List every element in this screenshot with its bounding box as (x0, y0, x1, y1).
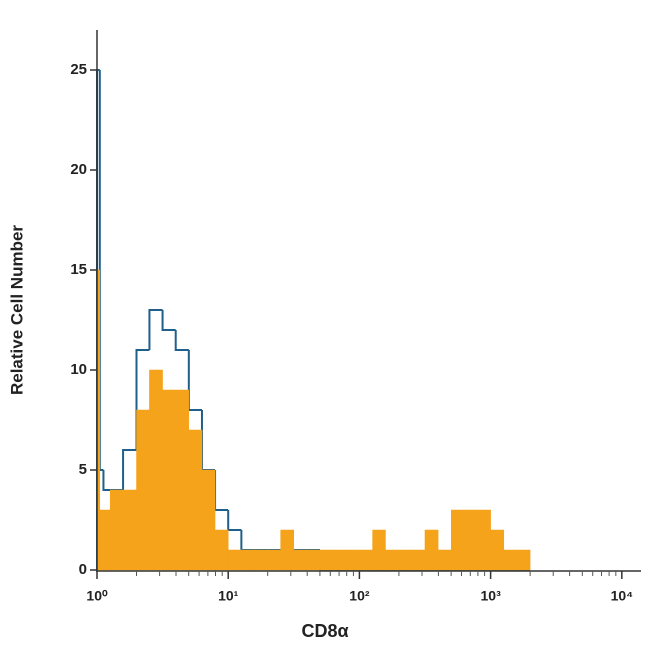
histogram-bar (201, 469, 216, 571)
histogram-bar (122, 489, 137, 571)
histogram-step (240, 530, 255, 551)
histogram-step (161, 310, 176, 331)
histogram-step (214, 470, 229, 511)
histogram-bar (149, 369, 163, 571)
histogram-bar (280, 529, 295, 571)
x-tick-label: 10² (349, 588, 370, 604)
histogram-step (122, 449, 137, 490)
y-tick-label: 20 (70, 161, 87, 178)
histogram-bar (136, 409, 150, 571)
y-tick-label: 25 (70, 61, 87, 78)
x-tick-label: 10⁰ (86, 588, 108, 604)
plot-area (96, 69, 531, 571)
histogram-bar (175, 389, 190, 571)
histogram-bar (490, 529, 505, 571)
histogram-bar (385, 549, 400, 571)
histogram-bar (503, 549, 517, 571)
histogram-bar (464, 509, 478, 571)
histogram-bar (319, 549, 334, 571)
y-axis-label: Relative Cell Number (7, 225, 26, 395)
histogram-step (148, 309, 163, 350)
histogram-bar (450, 509, 465, 571)
x-tick-label: 10³ (481, 588, 502, 604)
histogram-bar (188, 429, 203, 571)
histogram-bar (162, 389, 176, 571)
y-tick-label: 10 (70, 361, 87, 378)
histogram-bar (411, 549, 426, 571)
histogram-step (98, 70, 104, 471)
histogram-bar (103, 509, 111, 571)
histogram-bar (477, 509, 491, 571)
histogram-bar (254, 549, 268, 571)
histogram-bar (306, 549, 321, 571)
histogram-bar (109, 489, 124, 571)
histogram-step (227, 510, 242, 531)
y-tick-label: 15 (70, 261, 87, 278)
histogram-bar (437, 549, 452, 571)
histogram-bar (516, 549, 531, 571)
histogram-bar (346, 549, 360, 571)
histogram-bar (227, 549, 242, 571)
histogram-bar (214, 529, 229, 571)
y-tick-label: 5 (79, 461, 87, 478)
histogram-bar (424, 529, 439, 571)
x-tick-label: 10⁴ (611, 588, 634, 604)
histogram-bar (99, 509, 104, 571)
histogram-bar (372, 529, 386, 571)
histogram-bar (293, 549, 308, 571)
histogram-step (200, 410, 216, 471)
histogram-step (102, 470, 111, 491)
histogram-step (174, 330, 189, 351)
histogram-step (187, 350, 202, 411)
histogram-bar (359, 549, 373, 571)
histogram-bar (398, 549, 413, 571)
histogram-bar (267, 549, 281, 571)
y-tick-label: 0 (79, 561, 87, 578)
x-axis-label: CD8α (301, 621, 348, 641)
x-tick-label: 10¹ (218, 588, 239, 604)
histogram-bar (332, 549, 347, 571)
histogram-bar (241, 549, 255, 571)
